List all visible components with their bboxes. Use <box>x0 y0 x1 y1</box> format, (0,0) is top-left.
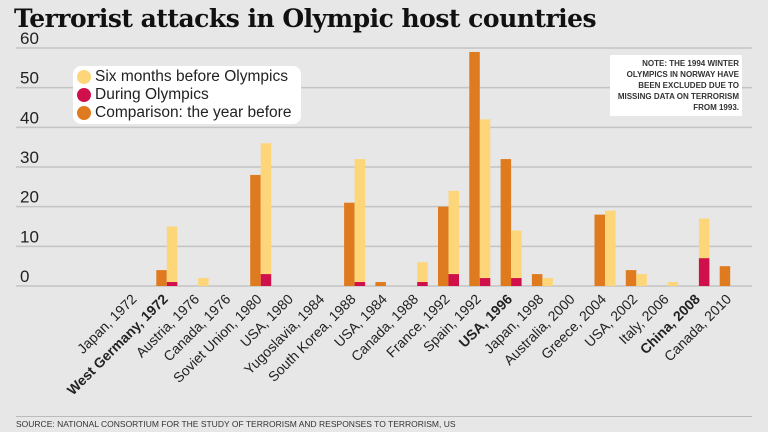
bar-year-before <box>250 174 261 286</box>
bar-year-before <box>500 159 512 286</box>
bar-year-before <box>156 270 167 286</box>
bar-six-months <box>354 159 366 286</box>
bar-six-months <box>198 278 209 286</box>
bar-year-before <box>375 282 386 286</box>
y-tick-label: 30 <box>20 148 39 167</box>
bar-six-months <box>636 274 647 286</box>
bar-six-months <box>605 210 616 286</box>
y-tick-label: 10 <box>20 227 39 246</box>
bar-year-before <box>594 214 605 286</box>
source: SOURCE: NATIONAL CONSORTIUM FOR THE STUD… <box>16 419 456 429</box>
bar-six-months <box>511 230 522 286</box>
legend-swatch <box>77 88 91 102</box>
bar-year-before <box>719 266 731 286</box>
bar-six-months <box>667 282 679 286</box>
legend-item-year-before: Comparison: the year before <box>77 104 291 122</box>
bar-year-before <box>531 274 543 286</box>
bar-during <box>479 278 491 286</box>
legend-label: Comparison: the year before <box>95 104 292 121</box>
note: NOTE: THE 1994 WINTER OLYMPICS IN NORWAY… <box>610 55 742 116</box>
bar-during <box>260 274 272 286</box>
divider <box>16 416 752 417</box>
y-tick-label: 20 <box>20 188 39 207</box>
bar-six-months <box>166 226 178 286</box>
bar-six-months <box>698 218 710 286</box>
legend-item-six-months: Six months before Olympics <box>77 68 291 86</box>
bar-during <box>417 282 428 286</box>
bar-year-before <box>469 51 480 286</box>
legend-swatch <box>77 106 91 120</box>
y-tick-label: 0 <box>20 267 29 286</box>
chart-title: Terrorist attacks in Olympic host countr… <box>14 4 597 33</box>
legend: Six months before Olympics During Olympi… <box>73 66 302 124</box>
legend-label: During Olympics <box>95 86 209 103</box>
y-tick-label: 50 <box>20 69 39 88</box>
bar-six-months <box>448 190 459 286</box>
bar-during <box>698 258 710 286</box>
y-tick-label: 40 <box>20 108 39 127</box>
y-tick-label: 60 <box>20 29 39 48</box>
bar-during <box>166 282 178 286</box>
bar-year-before <box>438 206 449 286</box>
bar-year-before <box>625 270 637 286</box>
bar-during <box>448 274 459 286</box>
bar-six-months <box>260 143 272 286</box>
bar-six-months <box>479 119 491 287</box>
bar-during <box>511 278 522 286</box>
bar-year-before <box>344 202 355 286</box>
legend-item-during: During Olympics <box>77 86 291 104</box>
legend-label: Six months before Olympics <box>95 68 288 85</box>
bar-six-months <box>417 262 428 286</box>
bar-during <box>354 282 366 286</box>
legend-swatch <box>77 70 91 84</box>
bar-six-months <box>542 278 553 286</box>
